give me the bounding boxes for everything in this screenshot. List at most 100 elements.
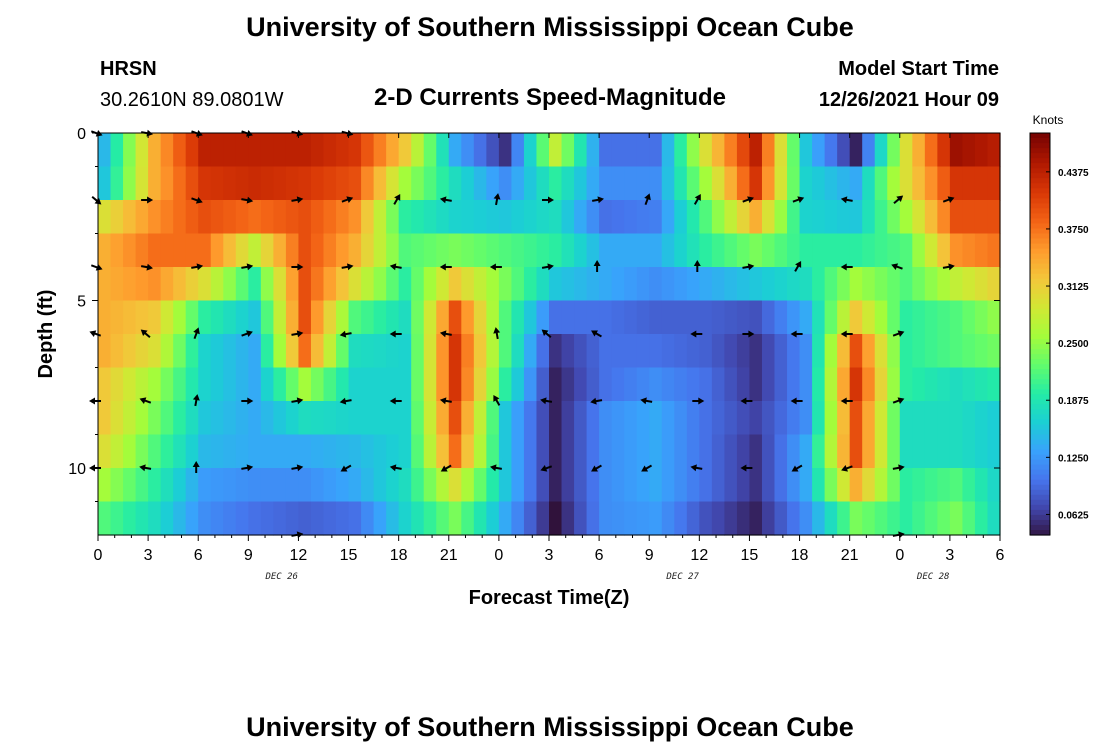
current-vector-arrow <box>892 397 905 404</box>
heatmap-cell <box>135 501 149 536</box>
heatmap-cell <box>599 401 613 436</box>
heatmap-cell <box>887 401 901 436</box>
heatmap-cell <box>511 133 525 168</box>
colorbar-ticks: 0.0625 0.1250 0.1875 0.2500 0.3125 0.3750 0.43… <box>1046 168 1089 521</box>
heatmap-cell <box>160 166 174 201</box>
heatmap-cell <box>310 468 325 503</box>
heatmap-cell <box>787 166 801 201</box>
heatmap-cell <box>285 468 300 503</box>
colorbar-segment <box>1030 449 1050 456</box>
heatmap-cell <box>486 166 500 201</box>
heatmap-cell <box>123 267 137 302</box>
current-vector-arrow <box>191 263 204 271</box>
heatmap-cell <box>912 300 926 335</box>
heatmap-cell <box>98 501 112 536</box>
heatmap-cell <box>924 267 938 302</box>
heatmap-cell <box>248 267 262 302</box>
heatmap-cell <box>436 401 450 436</box>
heatmap-cell <box>736 434 751 469</box>
heatmap-cell <box>223 434 237 469</box>
current-vector-arrow <box>640 397 653 405</box>
current-vector-arrow <box>740 464 753 472</box>
heatmap-cell <box>661 468 675 503</box>
heatmap-cell <box>486 233 500 268</box>
heatmap-cell <box>148 334 162 369</box>
heatmap-cell <box>987 401 1001 436</box>
heatmap-cell <box>135 468 149 503</box>
heatmap-cell <box>761 367 776 402</box>
heatmap-cell <box>185 367 199 402</box>
heatmap-cell <box>198 501 212 536</box>
heatmap-cell <box>398 200 412 235</box>
heatmap-cell <box>173 434 187 469</box>
colorbar-segment <box>1030 434 1050 441</box>
station-name: HRSN <box>100 58 157 80</box>
heatmap-cell <box>661 166 675 201</box>
heatmap-cell <box>974 401 989 436</box>
heatmap-cell <box>423 233 437 268</box>
heatmap-cell <box>223 300 237 335</box>
heatmap-cell <box>310 166 325 201</box>
heatmap-cell <box>436 334 450 369</box>
current-vector-arrow <box>440 464 452 472</box>
x-axis-ticks: 0 3 6 9 12 15 18 21 0 3 6 9 12 15 18 21 0 3 6 <box>94 133 1005 564</box>
colorbar-segment <box>1030 349 1050 355</box>
heatmap-cell <box>974 233 989 268</box>
heatmap-cell <box>812 300 826 335</box>
heatmap-cell <box>649 468 663 503</box>
heatmap-cell <box>799 200 813 235</box>
heatmap-cell <box>974 133 989 168</box>
colorbar-segment <box>1030 278 1050 285</box>
colorbar-frame <box>1029 132 1051 536</box>
heatmap-cell <box>348 501 362 536</box>
colorbar-segment <box>1030 228 1050 235</box>
model-start-label: Model Start Time <box>838 58 999 80</box>
heatmap-cell <box>924 133 938 168</box>
heatmap-cell <box>285 501 300 536</box>
heatmap-cell <box>949 233 964 268</box>
heatmap-cell <box>110 300 124 335</box>
heatmap-cell <box>799 166 813 201</box>
heatmap-cell <box>661 233 675 268</box>
heatmap-cell <box>736 468 751 503</box>
heatmap-cell <box>674 434 688 469</box>
colorbar-segment <box>1030 484 1050 491</box>
heatmap-cell <box>624 468 638 503</box>
colorbar-segment <box>1030 268 1050 275</box>
heatmap-cell <box>285 267 300 302</box>
heatmap-cell <box>699 501 713 536</box>
heatmap-cell <box>699 300 713 335</box>
heatmap-cell <box>386 133 400 168</box>
heatmap-cell <box>210 300 224 335</box>
heatmap-cell <box>561 133 575 168</box>
heatmap-cell <box>824 267 838 302</box>
heatmap-cell <box>887 200 901 235</box>
heatmap-cell <box>173 166 187 201</box>
heatmap-cell <box>574 501 588 536</box>
current-vector-arrow <box>540 465 553 472</box>
heatmap-cell <box>336 401 350 436</box>
x-tick-label: 6 <box>996 547 1005 564</box>
heatmap-cell <box>473 300 487 335</box>
heatmap-cell <box>423 468 437 503</box>
heatmap-cell <box>899 334 913 369</box>
current-vector-arrow <box>241 196 254 204</box>
heatmap-cell <box>198 468 212 503</box>
heatmap-cell <box>361 166 375 201</box>
heatmap-cell <box>549 133 563 168</box>
current-vector-arrow <box>389 464 402 472</box>
heatmap-cell <box>749 166 763 201</box>
heatmap-cell <box>486 434 500 469</box>
heatmap-cell <box>235 468 249 503</box>
colorbar-segment <box>1030 208 1050 215</box>
current-vectors <box>89 129 955 539</box>
heatmap-cell <box>273 401 287 436</box>
heatmap-cell <box>787 334 801 369</box>
heatmap-cell <box>874 401 888 436</box>
heatmap-cell <box>523 501 538 536</box>
heatmap-cell <box>887 267 901 302</box>
heatmap-cell <box>323 367 337 402</box>
heatmap-cell <box>862 166 876 201</box>
x-tick-label: 9 <box>645 547 654 564</box>
heatmap-cell <box>323 334 337 369</box>
